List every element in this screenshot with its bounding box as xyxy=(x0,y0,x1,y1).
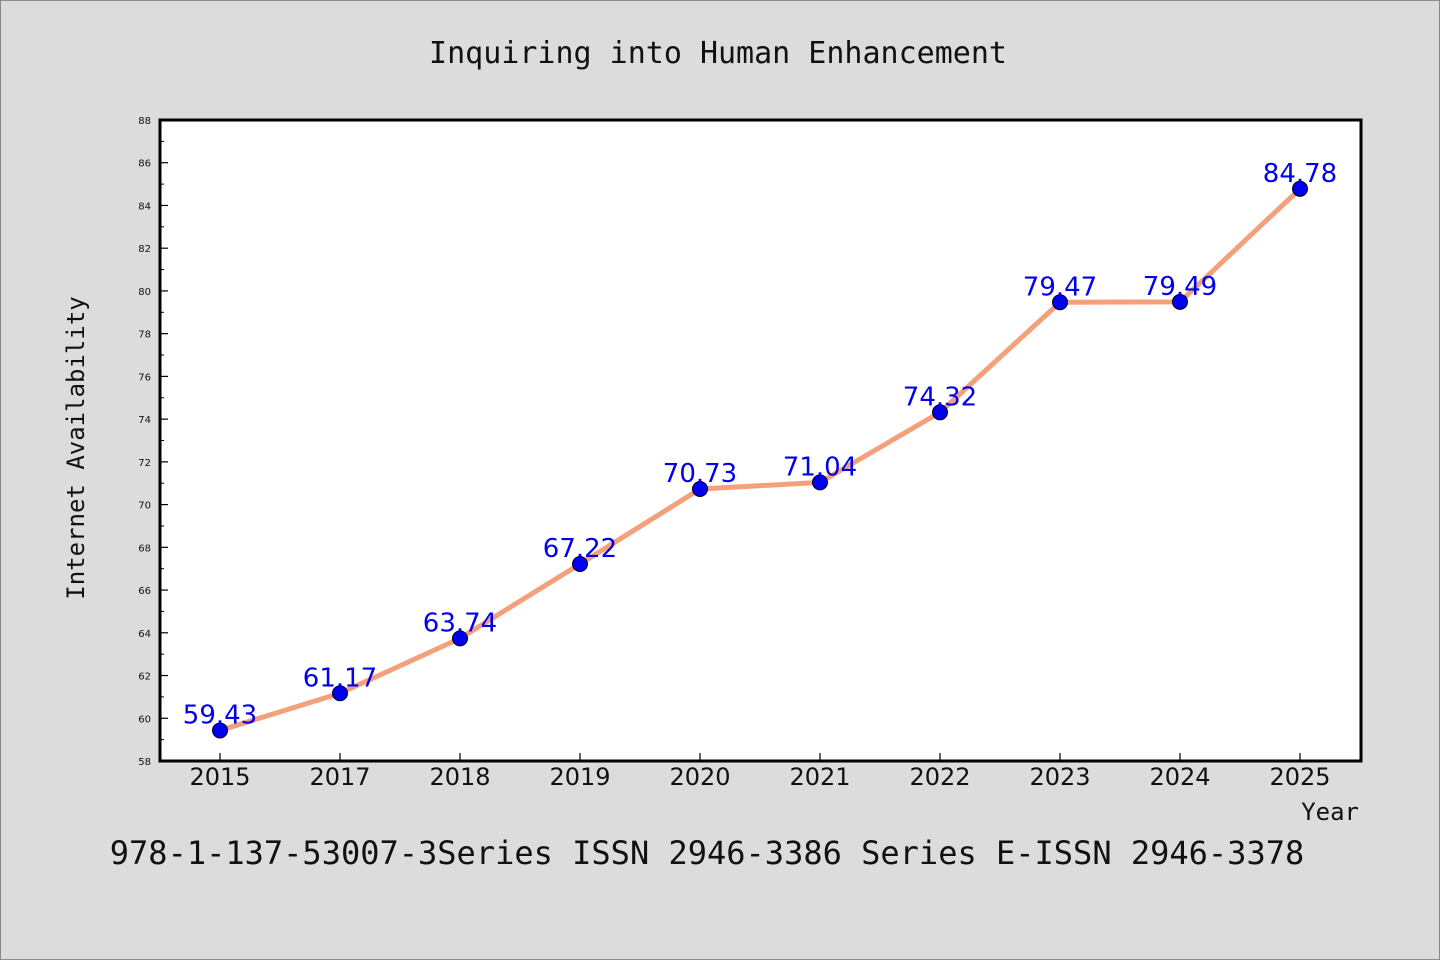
y-tick-label: 72 xyxy=(138,458,151,469)
x-tick-label: 2020 xyxy=(669,763,730,791)
chart-title: Inquiring into Human Enhancement xyxy=(429,36,1007,71)
y-axis: 58 60 62 64 66 68 70 72 74 76 78 80 82 84 86 88 xyxy=(138,116,168,768)
x-tick-label: 2018 xyxy=(429,763,490,791)
plot-area xyxy=(158,118,1363,763)
y-tick-label: 80 xyxy=(138,287,151,298)
y-tick-label: 76 xyxy=(138,372,151,383)
y-tick-label: 62 xyxy=(138,672,151,683)
y-axis-label: Internet Availability xyxy=(62,296,90,599)
x-axis: 2015 2017 2018 2019 2020 2021 2022 2023 2024 2025 xyxy=(189,753,1331,791)
y-tick-label: 74 xyxy=(138,415,151,426)
x-tick-label: 2022 xyxy=(909,763,970,791)
data-label: 61.17 xyxy=(303,663,377,693)
y-tick-label: 64 xyxy=(138,629,151,640)
y-tick-label: 84 xyxy=(138,201,151,212)
y-tick-label: 88 xyxy=(138,116,151,127)
y-tick-label: 78 xyxy=(138,330,151,341)
y-tick-label: 70 xyxy=(138,501,151,512)
y-tick-label: 60 xyxy=(138,714,151,725)
data-point xyxy=(692,481,708,498)
y-tick-label: 68 xyxy=(138,543,151,554)
data-point xyxy=(212,722,228,739)
series-line xyxy=(217,186,1303,733)
x-tick-label: 2019 xyxy=(549,763,610,791)
data-label: 67.22 xyxy=(543,534,617,564)
data-label: 79.49 xyxy=(1143,272,1217,302)
data-label: 84.78 xyxy=(1263,159,1337,189)
data-label: 70.73 xyxy=(663,459,737,489)
y-tick-label: 86 xyxy=(138,159,151,170)
x-tick-label: 2025 xyxy=(1269,763,1330,791)
data-point xyxy=(572,555,588,572)
isbn-footer: 978-1-137-53007-3Series ISSN 2946-3386 S… xyxy=(110,834,1304,872)
x-tick-label: 2024 xyxy=(1149,763,1210,791)
y-tick-label: 66 xyxy=(138,586,151,597)
data-point xyxy=(332,685,348,702)
x-tick-label: 2015 xyxy=(189,763,250,791)
data-label: 79.47 xyxy=(1023,272,1097,302)
data-point xyxy=(1172,293,1188,310)
y-tick-label: 58 xyxy=(138,757,151,768)
y-tick-label: 82 xyxy=(138,244,151,255)
data-label: 63.74 xyxy=(423,608,497,638)
data-point xyxy=(452,630,468,647)
data-label: 74.32 xyxy=(903,382,977,412)
data-point xyxy=(932,404,948,421)
x-tick-label: 2023 xyxy=(1029,763,1090,791)
data-label: 59.43 xyxy=(183,700,257,730)
data-point xyxy=(1052,294,1068,311)
x-tick-label: 2017 xyxy=(309,763,370,791)
x-axis-label: Year xyxy=(1301,798,1359,826)
data-point xyxy=(1292,180,1308,197)
data-point xyxy=(812,474,828,491)
x-tick-label: 2021 xyxy=(789,763,850,791)
series-internet-availability: 59.43 61.17 63.74 67.22 70.73 71.04 74.32 79.47… xyxy=(183,159,1337,739)
data-label: 71.04 xyxy=(783,452,857,482)
